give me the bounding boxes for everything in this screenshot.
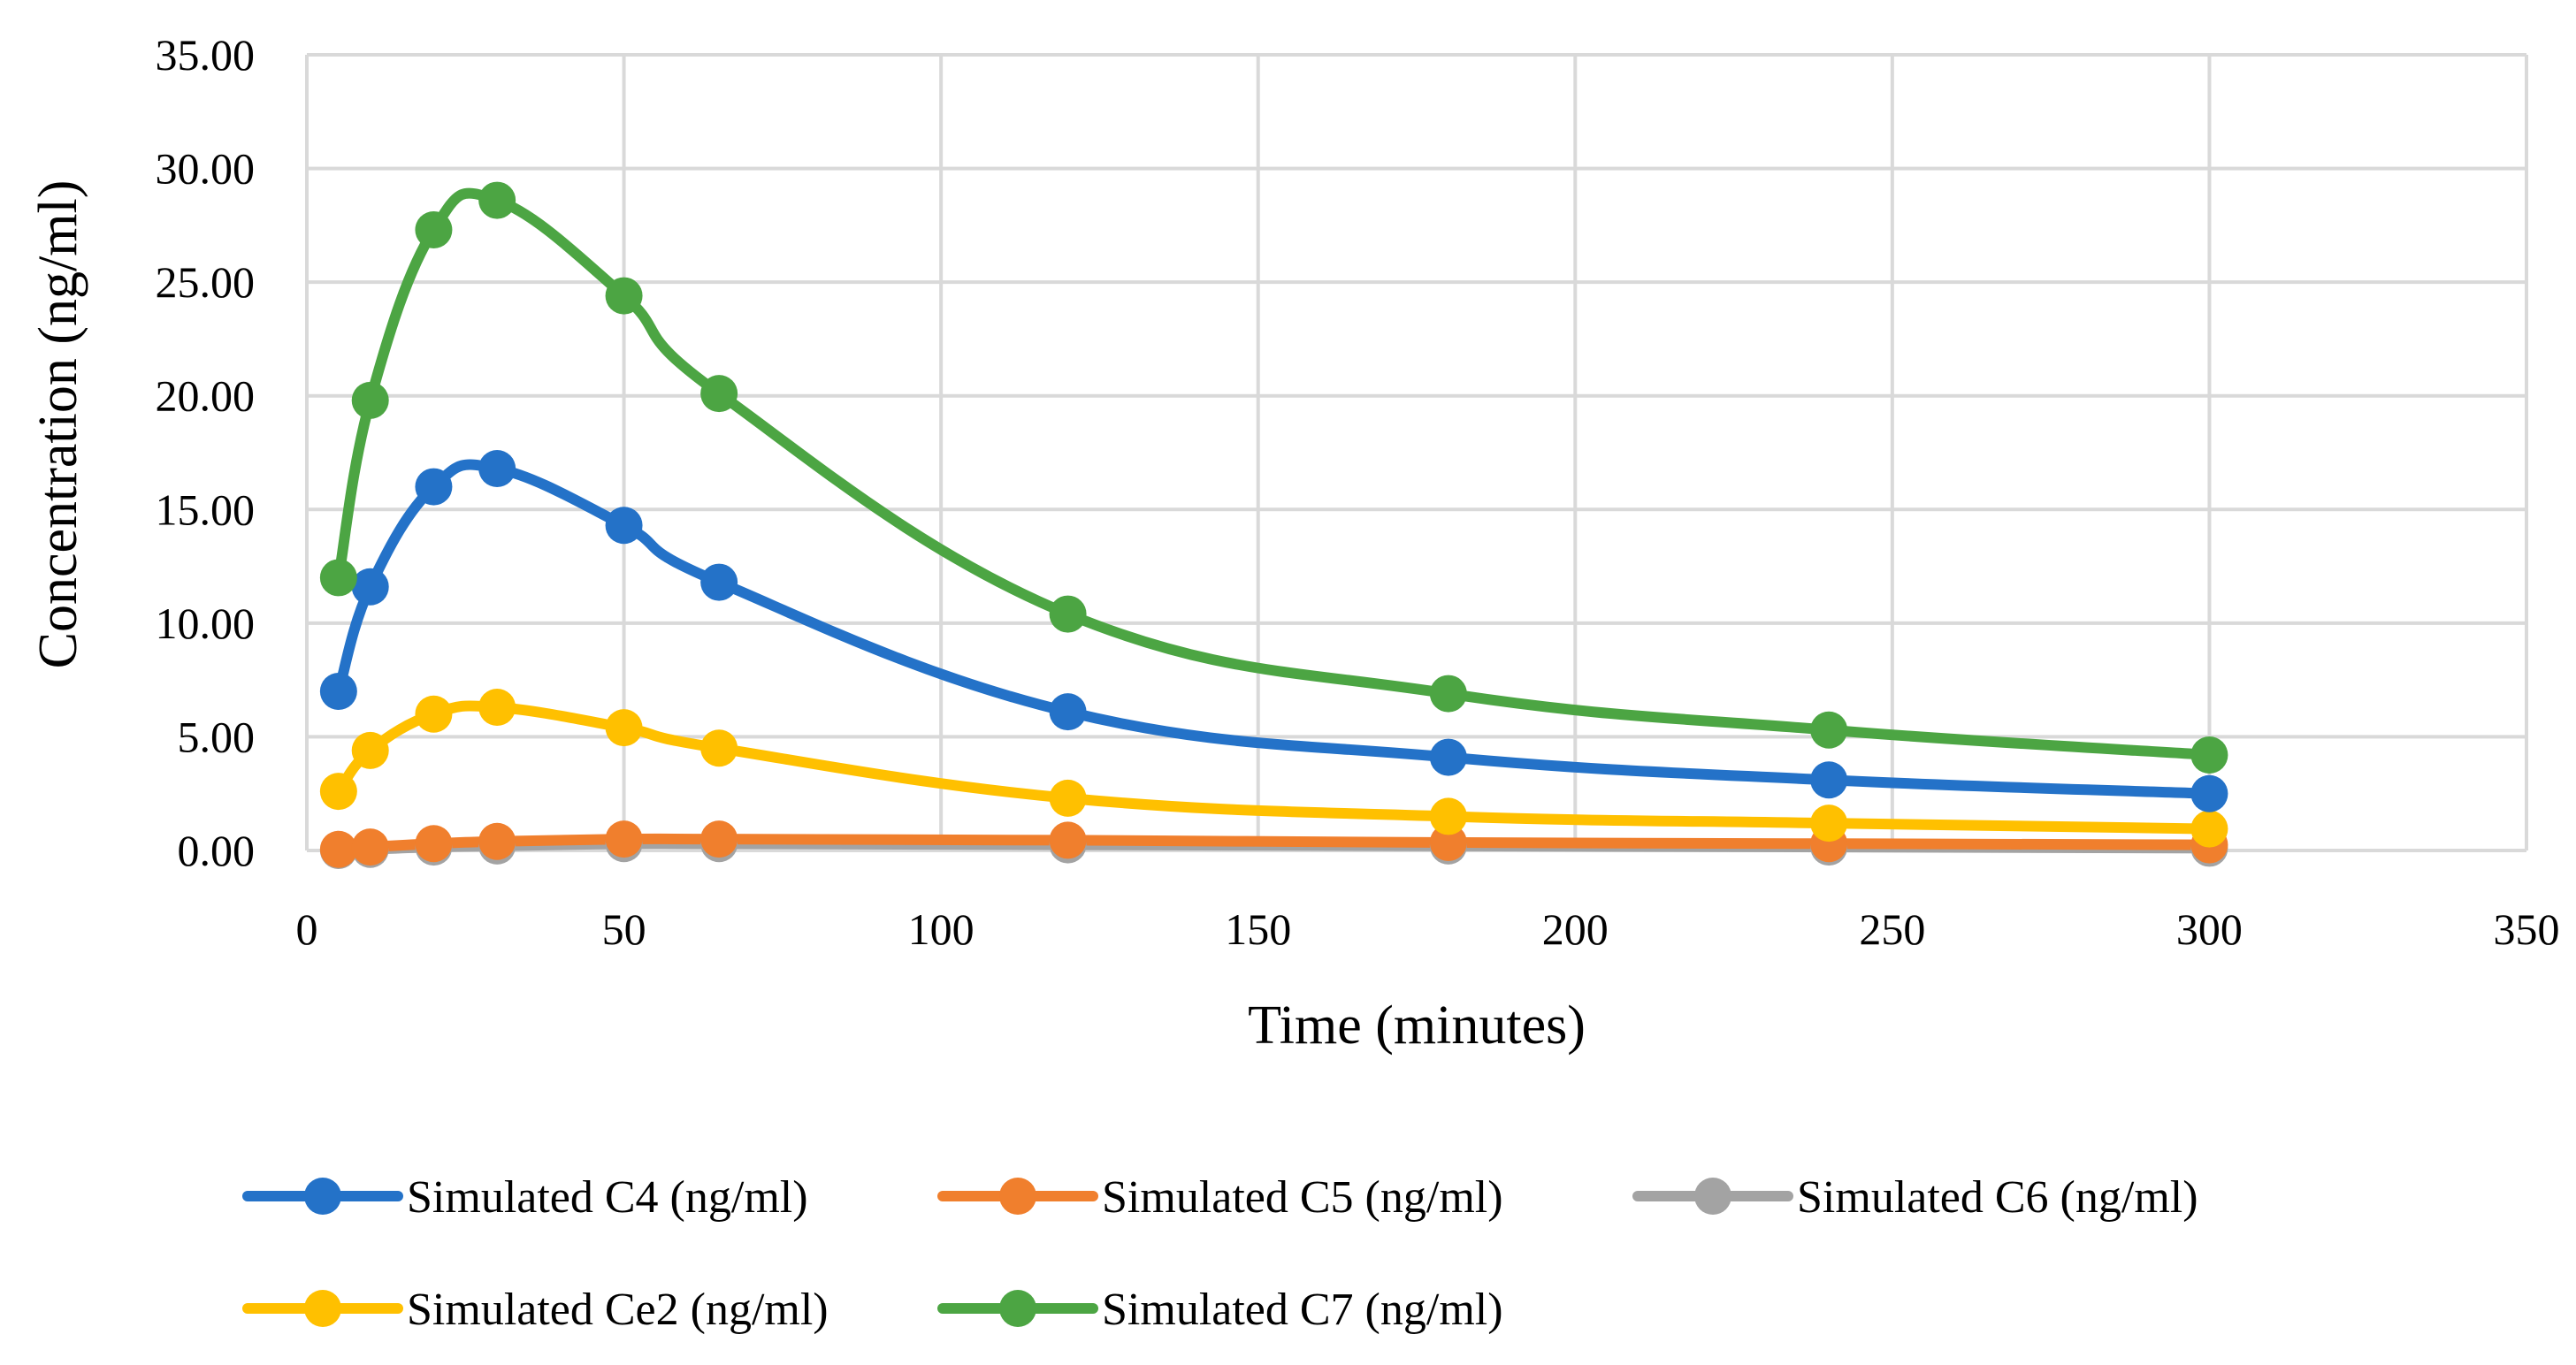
legend-marker xyxy=(1694,1178,1731,1215)
data-point-c5 xyxy=(351,828,389,866)
data-point-c7 xyxy=(351,381,389,419)
legend-label: Simulated C6 (ng/ml) xyxy=(1797,1172,2198,1223)
series-markers xyxy=(319,181,2228,869)
y-tick-label: 10.00 xyxy=(156,599,256,648)
data-point-c5 xyxy=(605,820,643,858)
data-point-ce2 xyxy=(2190,810,2228,848)
series-line-c7 xyxy=(333,187,2215,760)
data-point-c4 xyxy=(1049,693,1087,731)
data-point-ce2 xyxy=(319,773,357,811)
data-point-ce2 xyxy=(605,709,643,747)
legend-marker xyxy=(304,1178,341,1215)
y-tick-label: 15.00 xyxy=(156,484,256,534)
data-point-c5 xyxy=(1429,824,1467,861)
data-point-ce2 xyxy=(1049,779,1087,817)
data-point-ce2 xyxy=(478,689,516,726)
x-tick-label: 350 xyxy=(2494,904,2560,954)
legend-marker xyxy=(999,1290,1036,1327)
series-line-ce2 xyxy=(333,700,2215,835)
data-point-c5 xyxy=(415,825,453,863)
data-point-c7 xyxy=(478,181,516,219)
data-point-c7 xyxy=(415,211,453,248)
y-axis-title: Concentration (ng/ml) xyxy=(28,180,88,669)
data-point-c5 xyxy=(478,822,516,860)
data-point-ce2 xyxy=(351,731,389,769)
legend-marker xyxy=(304,1290,341,1327)
y-tick-label: 0.00 xyxy=(178,826,256,875)
y-tick-label: 25.00 xyxy=(156,257,256,307)
data-point-c4 xyxy=(605,507,643,545)
legend: Simulated C4 (ng/ml) Simulated C5 (ng/ml)… xyxy=(242,1172,2198,1335)
data-point-c5 xyxy=(1049,821,1087,859)
y-tick-label: 30.00 xyxy=(156,144,256,194)
data-point-c5 xyxy=(700,820,738,858)
data-point-c7 xyxy=(1049,595,1087,633)
x-tick-label: 250 xyxy=(1859,904,1925,954)
data-point-c7 xyxy=(700,375,738,413)
legend-item: Simulated C7 (ng/ml) xyxy=(937,1285,1503,1335)
legend-label: Simulated Ce2 (ng/ml) xyxy=(407,1285,829,1335)
x-tick-label: 300 xyxy=(2176,904,2243,954)
series-lines xyxy=(333,187,2215,856)
legend-item: Simulated Ce2 (ng/ml) xyxy=(242,1285,829,1335)
legend-marker xyxy=(999,1178,1036,1215)
data-point-ce2 xyxy=(415,695,453,733)
data-point-ce2 xyxy=(1429,797,1467,835)
data-point-c4 xyxy=(2190,774,2228,812)
y-tick-label: 5.00 xyxy=(178,712,256,761)
y-tick-label: 20.00 xyxy=(156,371,256,421)
x-tick-label: 0 xyxy=(296,904,318,954)
legend-item: Simulated C4 (ng/ml) xyxy=(242,1172,808,1223)
data-point-c4 xyxy=(700,563,738,601)
legend-label: Simulated C7 (ng/ml) xyxy=(1102,1285,1503,1335)
data-point-c7 xyxy=(2190,736,2228,774)
data-point-c7 xyxy=(1810,711,1848,749)
data-point-c4 xyxy=(1810,761,1848,799)
data-point-c4 xyxy=(319,673,357,710)
data-point-c7 xyxy=(319,559,357,597)
grid-lines xyxy=(305,53,2528,852)
x-tick-label: 200 xyxy=(1542,904,1609,954)
legend-item: Simulated C6 (ng/ml) xyxy=(1632,1172,2198,1223)
axis-ticks: 0.00 5.00 10.00 15.00 20.00 25.00 30.00 35.00 0 5… xyxy=(156,30,2560,954)
series-line-c5 xyxy=(333,833,2215,855)
data-point-c7 xyxy=(1429,675,1467,713)
x-tick-label: 150 xyxy=(1225,904,1291,954)
data-point-ce2 xyxy=(1810,805,1848,843)
data-point-c5 xyxy=(319,830,357,868)
legend-label: Simulated C5 (ng/ml) xyxy=(1102,1172,1503,1223)
x-tick-label: 100 xyxy=(908,904,975,954)
y-tick-label: 35.00 xyxy=(156,30,256,80)
legend-item: Simulated C5 (ng/ml) xyxy=(937,1172,1503,1223)
legend-label: Simulated C4 (ng/ml) xyxy=(407,1172,808,1223)
data-point-c4 xyxy=(1429,738,1467,776)
data-point-c4 xyxy=(415,468,453,506)
data-point-c4 xyxy=(351,568,389,606)
data-point-c4 xyxy=(478,450,516,487)
x-axis-title: Time (minutes) xyxy=(1248,995,1586,1056)
x-tick-label: 50 xyxy=(602,904,646,954)
data-point-c7 xyxy=(605,277,643,315)
data-point-ce2 xyxy=(700,729,738,767)
